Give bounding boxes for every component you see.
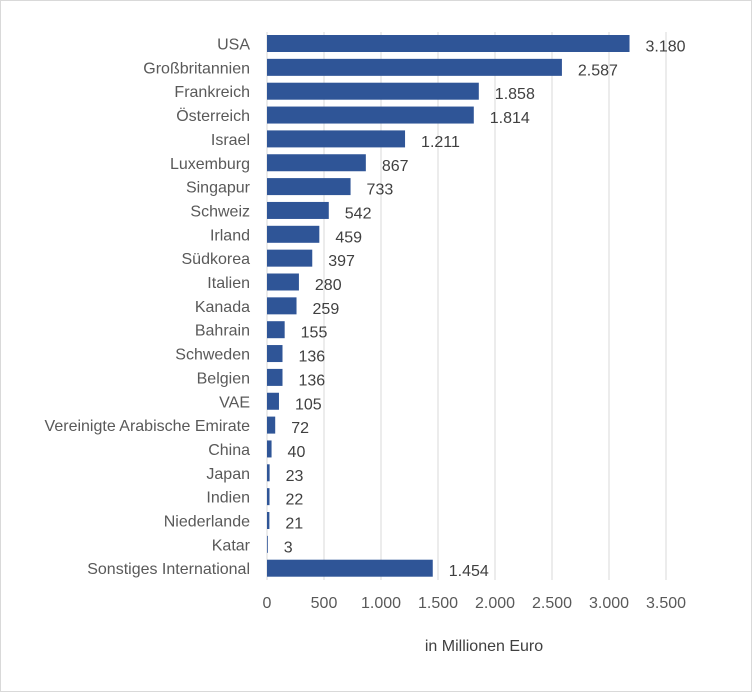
bar [267, 392, 279, 410]
value-label: 1.814 [490, 110, 530, 127]
bar [267, 225, 320, 243]
category-label: Vereinigte Arabische Emirate [45, 418, 251, 435]
category-label: Singapur [186, 180, 251, 197]
category-label: Belgien [197, 370, 250, 387]
category-label: Italien [207, 275, 250, 292]
bar [267, 154, 366, 172]
value-label: 21 [285, 516, 303, 533]
bar [267, 178, 351, 196]
bar [267, 130, 406, 148]
x-tick-label: 500 [311, 595, 338, 612]
category-label: Indien [206, 490, 250, 507]
value-label: 397 [328, 253, 355, 270]
value-label: 136 [299, 349, 326, 366]
category-label: Israel [211, 132, 250, 149]
bar [267, 535, 268, 553]
category-label: Schweden [175, 347, 250, 364]
category-label: Luxemburg [170, 156, 250, 173]
category-label: Kanada [195, 299, 250, 316]
bar [267, 464, 270, 482]
value-label: 155 [301, 325, 328, 342]
x-tick-label: 1.000 [361, 595, 401, 612]
bar [267, 297, 297, 315]
bar [267, 321, 285, 339]
category-label: Österreich [176, 107, 250, 125]
bar [267, 273, 299, 291]
value-label: 23 [286, 468, 304, 485]
value-label: 136 [299, 372, 326, 389]
category-label: Bahrain [195, 323, 250, 340]
value-label: 105 [295, 396, 322, 413]
category-label: Schweiz [190, 203, 250, 220]
bar [267, 106, 474, 124]
bar [267, 249, 313, 267]
value-label: 867 [382, 158, 409, 175]
bar [267, 345, 283, 363]
category-label: Irland [210, 227, 250, 244]
value-label: 1.454 [449, 563, 489, 580]
value-label: 542 [345, 205, 372, 222]
value-labels: 3.180 2.587 1.858 1.814 1.211 867 733 542 459 397… [284, 39, 686, 581]
category-label: Katar [212, 537, 251, 554]
bar [267, 440, 272, 458]
value-label: 3 [284, 539, 293, 556]
value-label: 1.858 [495, 86, 535, 103]
x-tick-label: 3.000 [589, 595, 629, 612]
bars [267, 35, 630, 577]
bar [267, 559, 433, 577]
category-label: Niederlande [164, 514, 250, 531]
bar [267, 201, 329, 219]
category-label: Frankreich [174, 84, 250, 101]
x-tick-label: 1.500 [418, 595, 458, 612]
value-label: 3.180 [646, 39, 686, 56]
value-label: 2.587 [578, 62, 618, 79]
category-label: VAE [219, 394, 250, 411]
bar [267, 58, 562, 76]
bar [267, 416, 276, 434]
x-axis-ticks: 0 500 1.000 1.500 2.000 2.500 3.000 3.500 [263, 595, 687, 612]
bar [267, 368, 283, 386]
category-labels: USA Großbritannien Frankreich Österreich Isr… [45, 37, 251, 579]
x-tick-label: 0 [263, 595, 272, 612]
value-label: 22 [286, 492, 304, 509]
value-label: 72 [291, 420, 309, 437]
x-tick-label: 3.500 [646, 595, 686, 612]
value-label: 459 [335, 229, 362, 246]
bar [267, 35, 630, 52]
category-label: Südkorea [182, 251, 251, 268]
category-label: Großbritannien [143, 60, 250, 77]
x-axis-title: in Millionen Euro [425, 638, 543, 655]
category-label: Japan [206, 466, 250, 483]
bar [267, 512, 270, 529]
value-label: 259 [313, 301, 340, 318]
bar [267, 82, 479, 100]
category-label: Sonstiges International [87, 561, 250, 578]
value-label: 1.211 [421, 134, 460, 151]
value-label: 733 [367, 182, 394, 199]
value-label: 40 [288, 444, 306, 461]
x-tick-label: 2.000 [475, 595, 515, 612]
category-label: USA [217, 37, 250, 54]
x-tick-label: 2.500 [532, 595, 572, 612]
category-label: China [208, 442, 250, 459]
bar [267, 488, 270, 506]
value-label: 280 [315, 277, 342, 294]
